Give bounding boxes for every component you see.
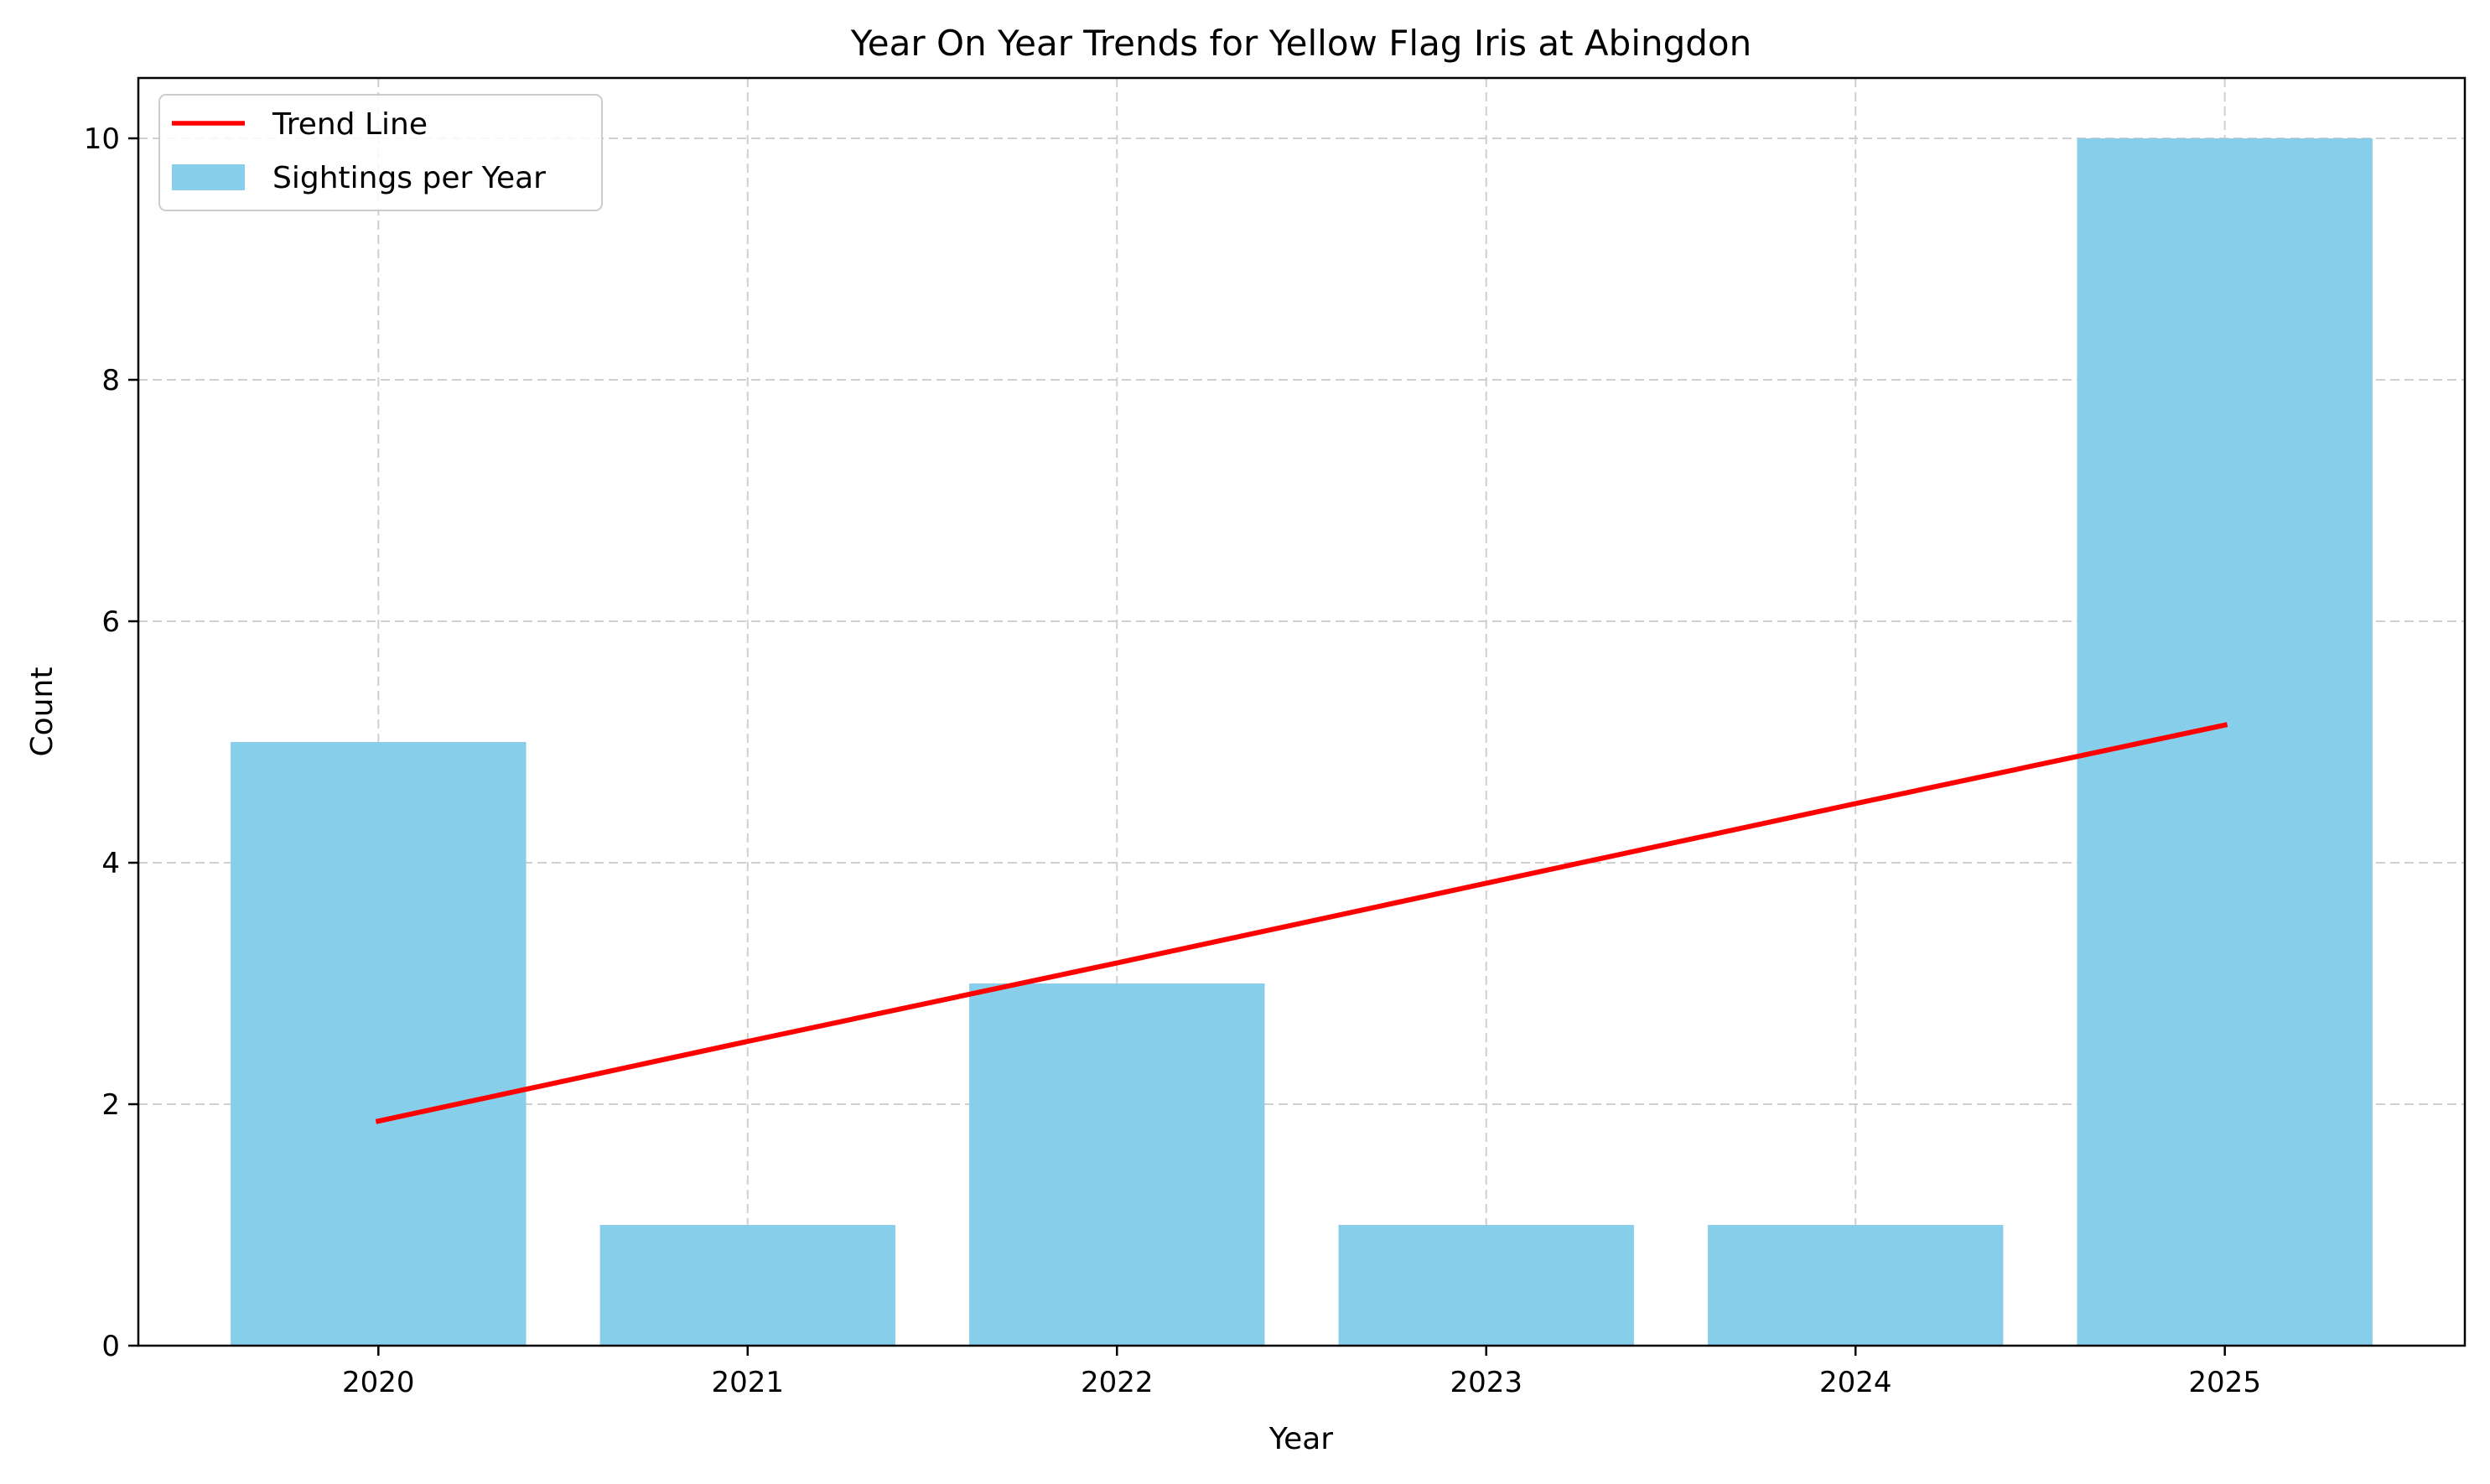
bar-2022 — [969, 983, 1265, 1346]
bar-2025 — [2077, 138, 2373, 1346]
y-tick-label: 4 — [101, 847, 120, 880]
bar-2020 — [231, 742, 527, 1346]
y-axis-label: Count — [25, 667, 60, 757]
legend-trend-line-label: Trend Line — [272, 107, 428, 142]
trend-line-layer — [375, 722, 2228, 1124]
x-axis-ticks: 2020 2021 2022 2023 2024 2025 — [342, 1346, 2261, 1399]
x-tick-label: 2025 — [2188, 1366, 2261, 1399]
legend: Trend Line Sightings per Year — [158, 94, 603, 211]
bar-2024 — [1708, 1225, 2004, 1346]
x-axis-label: Year — [1268, 1422, 1333, 1456]
x-tick-label: 2024 — [1819, 1366, 1892, 1399]
bars — [231, 138, 2373, 1346]
bar-2021 — [599, 1225, 895, 1346]
chart-title: Year On Year Trends for Yellow Flag Iris… — [850, 23, 1752, 64]
legend-bars-label: Sightings per Year — [272, 161, 546, 195]
legend-box — [158, 94, 603, 211]
x-tick-label: 2022 — [1081, 1366, 1154, 1399]
bar-2023 — [1338, 1225, 1634, 1346]
y-tick-label: 6 — [101, 605, 120, 639]
plot-frame — [137, 76, 2467, 1347]
y-tick-label: 8 — [101, 364, 120, 397]
x-tick-label: 2021 — [712, 1366, 785, 1399]
y-tick-label: 2 — [101, 1088, 120, 1122]
y-tick-label: 10 — [84, 122, 120, 156]
y-tick-label: 0 — [101, 1330, 120, 1363]
legend-bars-swatch — [172, 164, 245, 190]
x-tick-label: 2020 — [342, 1366, 415, 1399]
x-tick-label: 2023 — [1450, 1366, 1523, 1399]
y-axis-ticks: 0 2 4 6 8 10 — [84, 122, 138, 1363]
trend-line — [375, 722, 2228, 1124]
